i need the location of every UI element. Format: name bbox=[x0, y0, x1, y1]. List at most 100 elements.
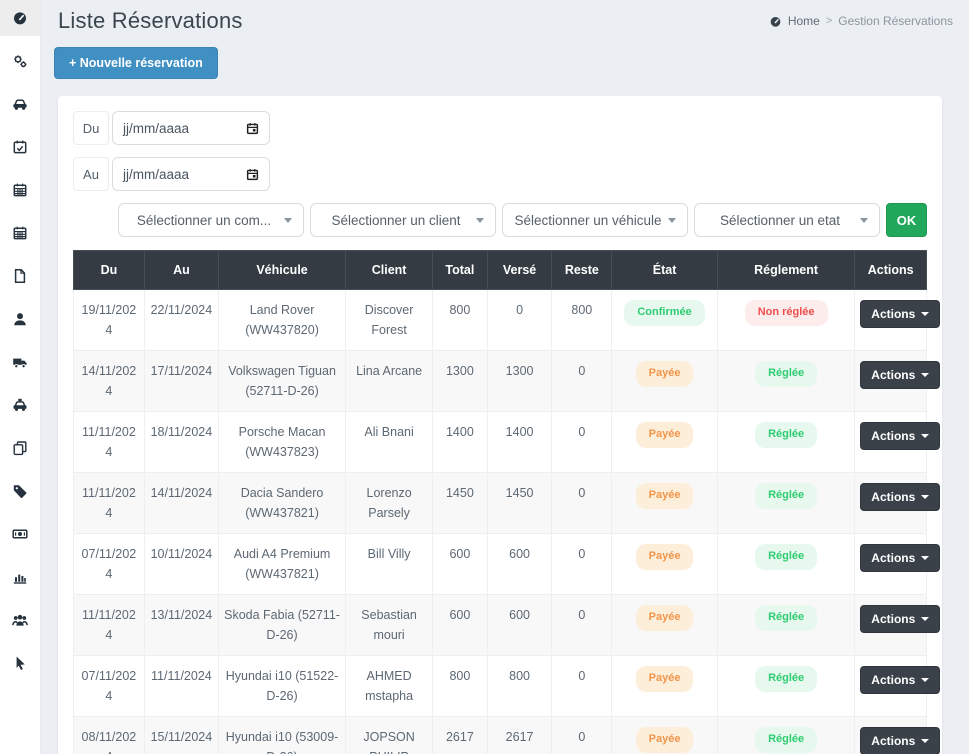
actions-dropdown-button[interactable]: Actions bbox=[860, 605, 941, 633]
date-to-input[interactable]: jj/mm/aaaa bbox=[112, 157, 270, 191]
sidebar-item-tarifs[interactable] bbox=[0, 473, 40, 509]
caret-down-icon bbox=[921, 373, 930, 377]
date-from-input[interactable]: jj/mm/aaaa bbox=[112, 111, 270, 145]
status-badge: Payée bbox=[635, 605, 694, 631]
payment-badge: Non réglée bbox=[744, 300, 828, 326]
cell-vehicle: Hyundai i10 (53009-D-26) bbox=[217, 716, 347, 754]
table-row: 19/11/2024 22/11/2024 Land Rover (WW4378… bbox=[73, 289, 941, 351]
cell-date-to: 14/11/2024 bbox=[143, 472, 220, 534]
column-header[interactable]: Véhicule bbox=[217, 250, 347, 290]
sidebar-item-calendrier-1[interactable] bbox=[0, 172, 40, 208]
cell-total: 1300 bbox=[432, 350, 488, 412]
cell-remaining: 0 bbox=[551, 411, 613, 473]
actions-dropdown-button[interactable]: Actions bbox=[860, 483, 941, 511]
cell-date-from: 11/11/2024 bbox=[73, 411, 145, 473]
sidebar-item-vehicules[interactable] bbox=[0, 86, 40, 122]
status-badge: Payée bbox=[635, 666, 694, 692]
new-reservation-button[interactable]: + Nouvelle réservation bbox=[54, 47, 218, 79]
select-commercial[interactable]: Sélectionner un com... bbox=[118, 203, 304, 237]
cell-payment: Réglée bbox=[716, 594, 856, 656]
column-header[interactable]: Réglement bbox=[716, 250, 856, 290]
sidebar-item-copies[interactable] bbox=[0, 430, 40, 466]
cell-vehicle: Porsche Macan (WW437823) bbox=[217, 411, 347, 473]
breadcrumb-home-link[interactable]: Home bbox=[787, 14, 820, 28]
car-icon bbox=[12, 96, 28, 112]
select-vehicule[interactable]: Sélectionner un véhicule bbox=[502, 203, 688, 237]
column-header[interactable]: État bbox=[611, 250, 718, 290]
cell-date-to: 10/11/2024 bbox=[143, 533, 220, 595]
status-badge: Payée bbox=[635, 422, 694, 448]
sidebar-item-statistiques[interactable] bbox=[0, 559, 40, 595]
sidebar-item-documents[interactable] bbox=[0, 258, 40, 294]
payment-badge: Réglée bbox=[755, 605, 818, 631]
sidebar-item-reservations[interactable] bbox=[0, 129, 40, 165]
cell-total: 600 bbox=[432, 594, 488, 656]
column-header[interactable]: Actions bbox=[854, 250, 927, 290]
payment-badge: Réglée bbox=[755, 666, 818, 692]
chart-bar-icon bbox=[12, 569, 28, 585]
selects-wrap: Sélectionner un com... Sélectionner un c… bbox=[118, 203, 880, 237]
sidebar-item-settings[interactable] bbox=[0, 43, 40, 79]
column-header[interactable]: Versé bbox=[486, 250, 553, 290]
actions-dropdown-button[interactable]: Actions bbox=[860, 544, 941, 572]
payment-badge: Réglée bbox=[755, 422, 818, 448]
cell-paid: 600 bbox=[486, 533, 553, 595]
page-title: Liste Réservations bbox=[58, 8, 243, 33]
sidebar-item-curseur[interactable] bbox=[0, 645, 40, 681]
calendar-icon[interactable] bbox=[246, 122, 259, 135]
cell-paid: 1400 bbox=[486, 411, 553, 473]
cell-status: Payée bbox=[611, 472, 718, 534]
filter-ok-button[interactable]: OK bbox=[886, 203, 927, 237]
column-header[interactable]: Du bbox=[73, 250, 145, 290]
cell-status: Payée bbox=[611, 655, 718, 717]
cell-payment: Réglée bbox=[716, 350, 856, 412]
sidebar-item-dashboard[interactable] bbox=[0, 0, 40, 36]
cell-date-from: 19/11/2024 bbox=[73, 289, 145, 351]
status-badge: Payée bbox=[635, 727, 694, 753]
column-header[interactable]: Au bbox=[143, 250, 220, 290]
select-etat[interactable]: Sélectionner un etat bbox=[694, 203, 880, 237]
tachometer-icon bbox=[12, 10, 28, 26]
select-client[interactable]: Sélectionner un client bbox=[310, 203, 496, 237]
cell-payment: Réglée bbox=[716, 716, 856, 754]
column-header[interactable]: Total bbox=[432, 250, 488, 290]
cell-date-from: 07/11/2024 bbox=[73, 655, 145, 717]
tag-icon bbox=[12, 483, 28, 499]
caret-down-icon bbox=[921, 434, 930, 438]
taxi-icon bbox=[12, 397, 28, 413]
date-to-placeholder: jj/mm/aaaa bbox=[123, 166, 190, 182]
column-header[interactable]: Client bbox=[345, 250, 434, 290]
cell-client: AHMED mstapha bbox=[345, 655, 434, 717]
caret-down-icon bbox=[921, 495, 930, 499]
cell-paid: 1300 bbox=[486, 350, 553, 412]
actions-dropdown-button[interactable]: Actions bbox=[860, 422, 941, 450]
cell-actions: Actions bbox=[854, 472, 941, 534]
date-from-placeholder: jj/mm/aaaa bbox=[123, 120, 190, 136]
sidebar-item-calendrier-2[interactable] bbox=[0, 215, 40, 251]
caret-down-icon bbox=[921, 739, 930, 743]
actions-dropdown-button[interactable]: Actions bbox=[860, 361, 941, 389]
cell-actions: Actions bbox=[854, 289, 941, 351]
sidebar-item-paiements[interactable] bbox=[0, 516, 40, 552]
cell-paid: 600 bbox=[486, 594, 553, 656]
cell-status: Payée bbox=[611, 350, 718, 412]
cell-status: Payée bbox=[611, 533, 718, 595]
sidebar-item-utilisateurs[interactable] bbox=[0, 602, 40, 638]
status-badge: Confirmée bbox=[624, 300, 705, 326]
actions-dropdown-button[interactable]: Actions bbox=[860, 300, 941, 328]
column-header[interactable]: Reste bbox=[551, 250, 613, 290]
sidebar-item-taxis[interactable] bbox=[0, 387, 40, 423]
toolbar: + Nouvelle réservation bbox=[41, 36, 969, 79]
table-row: 11/11/2024 13/11/2024 Skoda Fabia (52711… bbox=[73, 594, 941, 656]
cell-date-from: 14/11/2024 bbox=[73, 350, 145, 412]
calendar-icon[interactable] bbox=[246, 168, 259, 181]
main-content: Liste Réservations Home > Gestion Réserv… bbox=[41, 0, 969, 754]
cell-status: Payée bbox=[611, 716, 718, 754]
actions-dropdown-button[interactable]: Actions bbox=[860, 666, 941, 694]
payment-badge: Réglée bbox=[755, 727, 818, 753]
cell-date-to: 22/11/2024 bbox=[143, 289, 220, 351]
status-badge: Payée bbox=[635, 483, 694, 509]
sidebar-item-livraisons[interactable] bbox=[0, 344, 40, 380]
sidebar-item-clients[interactable] bbox=[0, 301, 40, 337]
actions-dropdown-button[interactable]: Actions bbox=[860, 727, 941, 754]
